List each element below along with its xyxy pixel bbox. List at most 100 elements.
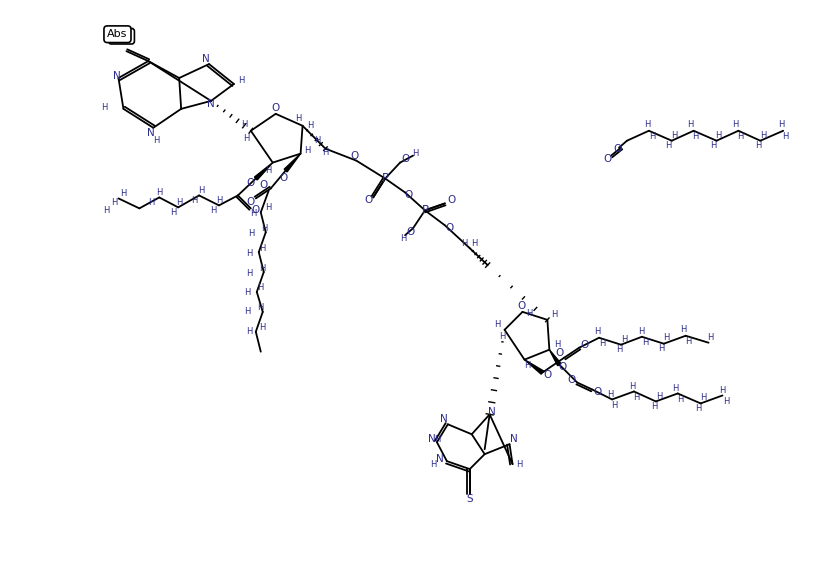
Text: H: H (615, 345, 621, 354)
Polygon shape (283, 154, 300, 172)
Text: H: H (732, 120, 737, 129)
Text: H: H (641, 338, 647, 347)
Text: H: H (243, 288, 250, 298)
Text: O: O (279, 172, 288, 183)
Text: H: H (550, 310, 557, 319)
Text: H: H (643, 120, 650, 129)
Text: O: O (405, 227, 414, 237)
Text: H: H (259, 244, 266, 253)
Text: H: H (706, 333, 713, 342)
Text: H: H (295, 114, 302, 123)
Text: H: H (494, 320, 500, 329)
Text: H: H (691, 132, 698, 141)
Text: H: H (781, 132, 788, 141)
Text: H: H (259, 263, 266, 273)
Text: H: H (245, 249, 252, 258)
Text: H: H (718, 386, 725, 395)
Text: H: H (777, 120, 783, 129)
Text: H: H (650, 402, 656, 411)
Text: H: H (754, 141, 761, 150)
Text: H: H (191, 196, 197, 205)
Text: H: H (680, 325, 686, 334)
Text: Abs: Abs (111, 31, 131, 41)
Text: N: N (509, 434, 517, 444)
Text: H: H (553, 340, 560, 349)
Text: H: H (153, 136, 160, 145)
Text: O: O (592, 387, 600, 398)
Text: O: O (446, 223, 453, 233)
Text: H: H (632, 393, 639, 402)
Text: H: H (262, 224, 268, 233)
Text: H: H (599, 339, 604, 348)
Text: H: H (411, 149, 418, 158)
Text: N: N (427, 434, 436, 444)
Text: O: O (404, 191, 411, 200)
Text: H: H (606, 390, 613, 399)
Text: H: H (314, 136, 320, 145)
Text: H: H (245, 327, 252, 336)
Text: H: H (648, 132, 655, 141)
Text: P: P (421, 204, 428, 217)
Text: O: O (579, 340, 588, 350)
Text: H: H (628, 382, 635, 391)
Text: H: H (304, 146, 310, 155)
Text: H: H (637, 327, 644, 336)
Text: H: H (265, 203, 272, 212)
Text: O: O (447, 195, 456, 205)
Text: O: O (247, 197, 255, 208)
Text: H: H (241, 120, 247, 129)
Text: O: O (252, 205, 260, 215)
Text: H: H (400, 234, 405, 243)
Text: N: N (113, 71, 120, 81)
Text: N: N (440, 414, 447, 424)
Text: H: H (700, 393, 706, 402)
Text: H: H (322, 148, 329, 157)
Text: H: H (245, 269, 252, 278)
Text: H: H (672, 384, 678, 393)
Text: H: H (429, 460, 436, 469)
Text: H: H (216, 196, 222, 205)
Polygon shape (524, 360, 543, 374)
Polygon shape (254, 163, 273, 180)
Text: N: N (436, 454, 443, 464)
Text: H: H (257, 303, 263, 312)
Text: P: P (381, 172, 388, 185)
Text: H: H (103, 206, 110, 215)
Text: O: O (567, 374, 574, 385)
Text: O: O (558, 361, 566, 372)
Text: H: H (120, 189, 126, 198)
Text: O: O (602, 154, 610, 164)
Text: H: H (695, 404, 701, 413)
Text: H: H (250, 209, 257, 218)
Text: H: H (610, 401, 616, 410)
Text: H: H (176, 198, 182, 207)
Text: H: H (461, 239, 467, 248)
Text: S: S (466, 494, 472, 504)
Text: H: H (148, 198, 155, 207)
Text: H: H (170, 208, 176, 217)
Text: O: O (543, 369, 551, 380)
Text: H: H (655, 392, 661, 401)
Text: H: H (471, 239, 477, 248)
Text: H: H (499, 332, 505, 341)
Text: H: H (155, 188, 162, 197)
Text: H: H (243, 307, 250, 316)
Text: O: O (364, 195, 372, 205)
Text: O: O (517, 301, 525, 311)
Text: O: O (259, 180, 268, 191)
Text: H: H (759, 131, 766, 140)
Text: O: O (612, 143, 620, 154)
Text: H: H (663, 333, 669, 342)
Text: H: H (265, 166, 272, 175)
Text: H: H (523, 361, 530, 370)
Text: H: H (307, 121, 314, 130)
Text: H: H (111, 198, 118, 207)
Text: O: O (554, 348, 563, 358)
Text: O: O (349, 151, 358, 160)
Text: O: O (271, 103, 279, 113)
Text: N: N (202, 54, 210, 64)
Text: H: H (594, 327, 599, 336)
Polygon shape (548, 350, 560, 366)
Text: H: H (242, 134, 249, 143)
Text: H: H (247, 229, 253, 238)
